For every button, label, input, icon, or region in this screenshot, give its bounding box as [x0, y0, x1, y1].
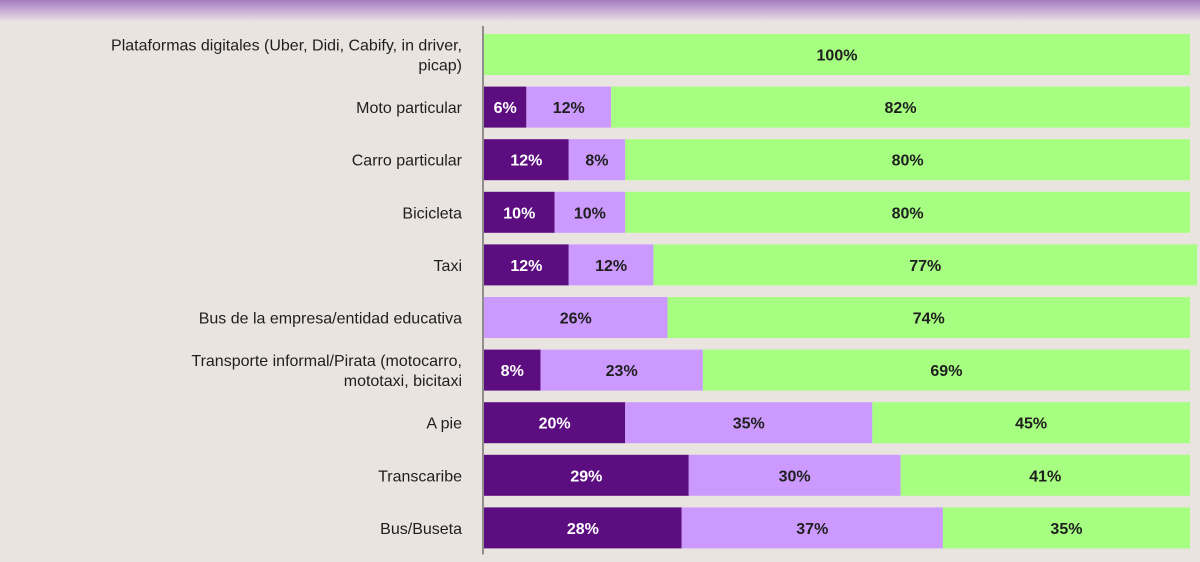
data-label: 77%	[909, 258, 941, 275]
data-label: 37%	[796, 521, 828, 538]
bar-segment	[625, 402, 873, 444]
data-label: 41%	[1029, 468, 1061, 485]
category-label: Carro particular	[352, 153, 463, 170]
data-label: 20%	[539, 416, 571, 433]
data-label: 10%	[574, 205, 606, 222]
bar-segment	[625, 191, 1190, 233]
bar-segment	[568, 244, 654, 286]
data-label: 12%	[510, 153, 542, 170]
category-label: Bicicleta	[402, 205, 462, 222]
category-label: Moto particular	[356, 100, 462, 117]
data-label: 30%	[779, 468, 811, 485]
bar-segment	[611, 86, 1190, 128]
category-label: A pie	[426, 416, 462, 433]
bar-segment	[568, 139, 626, 181]
data-label: 74%	[913, 311, 945, 328]
bar-segment	[681, 507, 943, 549]
data-label: 69%	[930, 363, 962, 380]
category-label: Bus/Buseta	[380, 521, 462, 538]
bar-segment	[484, 349, 541, 391]
bar-segment	[484, 139, 569, 181]
bar-segment	[942, 507, 1190, 549]
bar-segment	[667, 297, 1190, 338]
bar-segment	[526, 86, 612, 128]
category-label: Transporte informal/Pirata (motocarro, mo…	[191, 353, 462, 390]
category-label: Taxi	[434, 258, 462, 275]
bar-segment	[484, 86, 527, 128]
data-label: 100%	[817, 48, 858, 65]
category-label: Plataformas digitales (Uber, Didi, Cabif…	[111, 38, 462, 75]
data-label: 80%	[892, 153, 924, 170]
data-label: 8%	[585, 153, 608, 170]
bar-segment	[688, 454, 901, 496]
bar-segment	[484, 191, 555, 233]
category-label: Bus de la empresa/entidad educativa	[199, 311, 462, 328]
data-label: 23%	[606, 363, 638, 380]
bar-segment	[484, 34, 1190, 75]
data-label: 26%	[560, 311, 592, 328]
data-label: 28%	[567, 521, 599, 538]
bar-segment	[900, 454, 1190, 496]
header-band	[0, 0, 1200, 22]
bar-segment	[625, 139, 1190, 181]
data-label: 45%	[1015, 416, 1047, 433]
data-label: 8%	[501, 363, 524, 380]
data-label: 12%	[595, 258, 627, 275]
data-label: 35%	[733, 416, 765, 433]
bar-segment	[540, 349, 703, 391]
data-label: 29%	[570, 468, 602, 485]
category-label: Transcaribe	[378, 468, 462, 485]
bar-segment	[653, 244, 1198, 286]
bar-segment	[484, 454, 689, 496]
data-label: 80%	[892, 205, 924, 222]
data-label: 82%	[885, 100, 917, 117]
data-label: 6%	[494, 100, 517, 117]
data-label: 10%	[503, 205, 535, 222]
bar-segment	[872, 402, 1190, 444]
bar-segment	[484, 507, 682, 549]
data-label: 12%	[510, 258, 542, 275]
bar-segment	[484, 402, 626, 444]
bar-segment	[484, 297, 668, 338]
bar-segment	[702, 349, 1190, 391]
data-label: 12%	[553, 100, 585, 117]
bar-segment	[484, 244, 569, 286]
data-label: 35%	[1050, 521, 1082, 538]
bar-segment	[554, 191, 626, 233]
